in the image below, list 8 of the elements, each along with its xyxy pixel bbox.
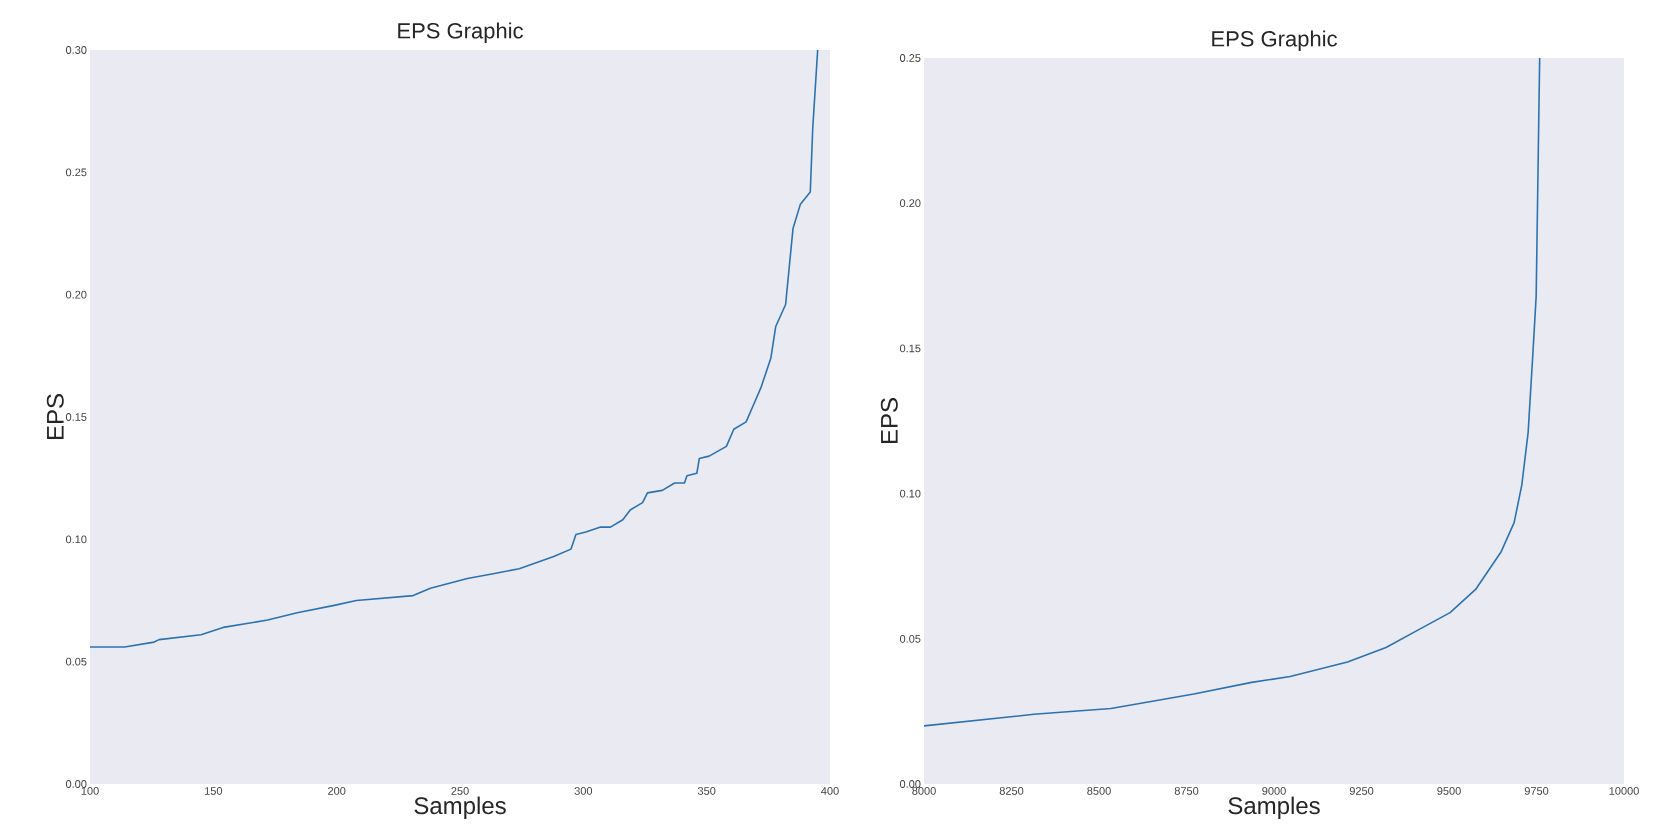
y-axis-title: EPS xyxy=(46,394,64,440)
chart-title: EPS Graphic xyxy=(1212,30,1337,51)
x-axis-title: Samples xyxy=(414,796,506,819)
x-axis-title: Samples xyxy=(1228,796,1320,819)
line-series xyxy=(90,50,819,648)
line-series xyxy=(924,58,1541,727)
y-axis-title: EPS xyxy=(880,398,898,444)
chart-title: EPS Graphic xyxy=(398,22,523,43)
